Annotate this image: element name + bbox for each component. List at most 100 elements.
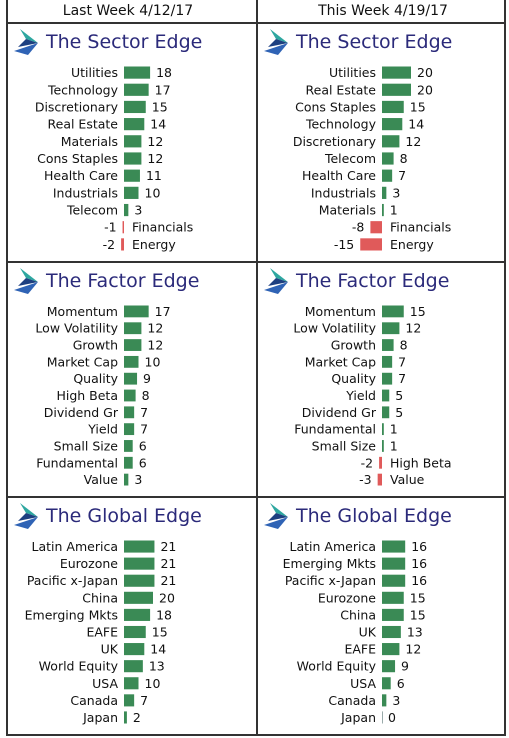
category-label: Health Care — [302, 168, 376, 183]
bar — [124, 305, 149, 318]
panel-title: The Factor Edge — [45, 270, 199, 292]
value-label: -3 — [359, 472, 371, 487]
value-label: 12 — [147, 151, 163, 166]
value-label: 21 — [160, 573, 176, 588]
bar — [382, 540, 406, 553]
bar — [124, 203, 129, 217]
panel-title: The Sector Edge — [45, 31, 202, 53]
value-label: 21 — [160, 539, 176, 554]
category-label: Discretionary — [293, 134, 377, 149]
factor-edge-left-chart: The Factor Edge Momentum 17 Low Volatility 1… — [14, 268, 199, 487]
bar — [382, 625, 401, 639]
value-label: 12 — [405, 642, 421, 657]
header-this-week: This Week 4/19/17 — [318, 3, 448, 19]
category-label: Cons Staples — [295, 99, 376, 114]
value-label: 0 — [388, 710, 396, 725]
category-label: UK — [101, 642, 119, 657]
value-label: -2 — [103, 237, 115, 252]
category-label: Materials — [61, 134, 118, 149]
bar — [382, 557, 406, 570]
value-label: 7 — [398, 371, 406, 386]
value-label: 7 — [398, 168, 406, 183]
bar — [382, 186, 387, 199]
bar — [124, 186, 139, 199]
category-label: EAFE — [86, 625, 118, 640]
bar — [382, 169, 393, 182]
value-label: 16 — [411, 556, 427, 571]
value-label: 14 — [150, 642, 166, 657]
bar — [382, 660, 396, 673]
value-label: 12 — [147, 321, 163, 336]
value-label: 1 — [390, 203, 398, 218]
bar — [124, 135, 142, 148]
bar — [382, 355, 393, 368]
value-label: 15 — [410, 590, 426, 605]
value-label: 3 — [392, 693, 400, 708]
logo-icon — [264, 29, 288, 55]
bar — [382, 100, 404, 114]
category-label: Latin America — [32, 539, 118, 554]
value-label: -8 — [352, 220, 365, 235]
category-label: Eurozone — [318, 590, 376, 605]
category-label: Utilities — [71, 65, 118, 80]
bar — [382, 389, 390, 402]
category-label: Industrials — [53, 185, 118, 200]
global-edge-last-week-panel: The Global Edge Latin America 21 Eurozone 21… — [8, 498, 256, 734]
value-label: 16 — [411, 539, 427, 554]
value-label: -1 — [104, 220, 116, 235]
category-label: Canada — [328, 693, 376, 708]
value-label: 6 — [139, 455, 147, 470]
bar — [382, 423, 384, 436]
bar — [382, 339, 394, 351]
value-label: 14 — [408, 117, 424, 132]
category-label: Growth — [73, 338, 118, 353]
bar — [382, 406, 390, 419]
value-label: 13 — [407, 625, 423, 640]
value-label: 7 — [398, 354, 406, 369]
category-label: Cons Staples — [37, 151, 118, 166]
category-label: Japan — [340, 710, 376, 725]
panel-title: The Factor Edge — [295, 270, 449, 292]
bar — [124, 711, 127, 724]
value-label: 1 — [390, 422, 398, 437]
category-label: High Beta — [390, 455, 452, 470]
category-label: Utilities — [329, 65, 376, 80]
category-label: Emerging Mkts — [25, 607, 118, 622]
bar — [124, 456, 133, 469]
value-label: 20 — [417, 82, 433, 97]
sector-edge-right-chart: The Sector Edge Utilities 20 Real Estate 20 C… — [264, 29, 452, 252]
global-edge-this-week-panel: The Global Edge Latin America 16 Emerging M… — [258, 498, 504, 734]
logo-icon — [14, 503, 38, 529]
bar — [370, 221, 382, 234]
bar — [382, 152, 394, 165]
bar — [124, 608, 151, 621]
bar — [124, 643, 145, 656]
category-label: Latin America — [290, 539, 376, 554]
factor-edge-last-week-panel: The Factor Edge Momentum 17 Low Volatility 1… — [8, 263, 256, 496]
factor-edge-this-week-panel: The Factor Edge Momentum 15 Low Volatility 1… — [258, 263, 504, 496]
grid-line-left — [6, 0, 8, 736]
bar — [382, 203, 384, 217]
category-label: World Equity — [297, 659, 377, 674]
bar — [382, 608, 404, 621]
category-label: Financials — [390, 220, 451, 235]
value-label: 10 — [145, 676, 161, 691]
bar — [360, 238, 382, 251]
bar — [382, 305, 404, 318]
value-label: 15 — [152, 625, 168, 640]
value-label: 15 — [152, 99, 168, 114]
category-label: Value — [390, 472, 425, 487]
value-label: 12 — [405, 134, 421, 149]
value-label: 7 — [140, 422, 148, 437]
bar — [124, 574, 155, 587]
value-label: 17 — [155, 82, 171, 97]
logo-icon — [14, 29, 38, 55]
category-label: High Beta — [56, 388, 118, 403]
category-label: Market Cap — [305, 354, 376, 369]
grid-line-right — [504, 0, 506, 736]
bar — [382, 118, 403, 131]
bar — [124, 322, 142, 335]
bar — [382, 83, 411, 96]
category-label: UK — [359, 625, 377, 640]
